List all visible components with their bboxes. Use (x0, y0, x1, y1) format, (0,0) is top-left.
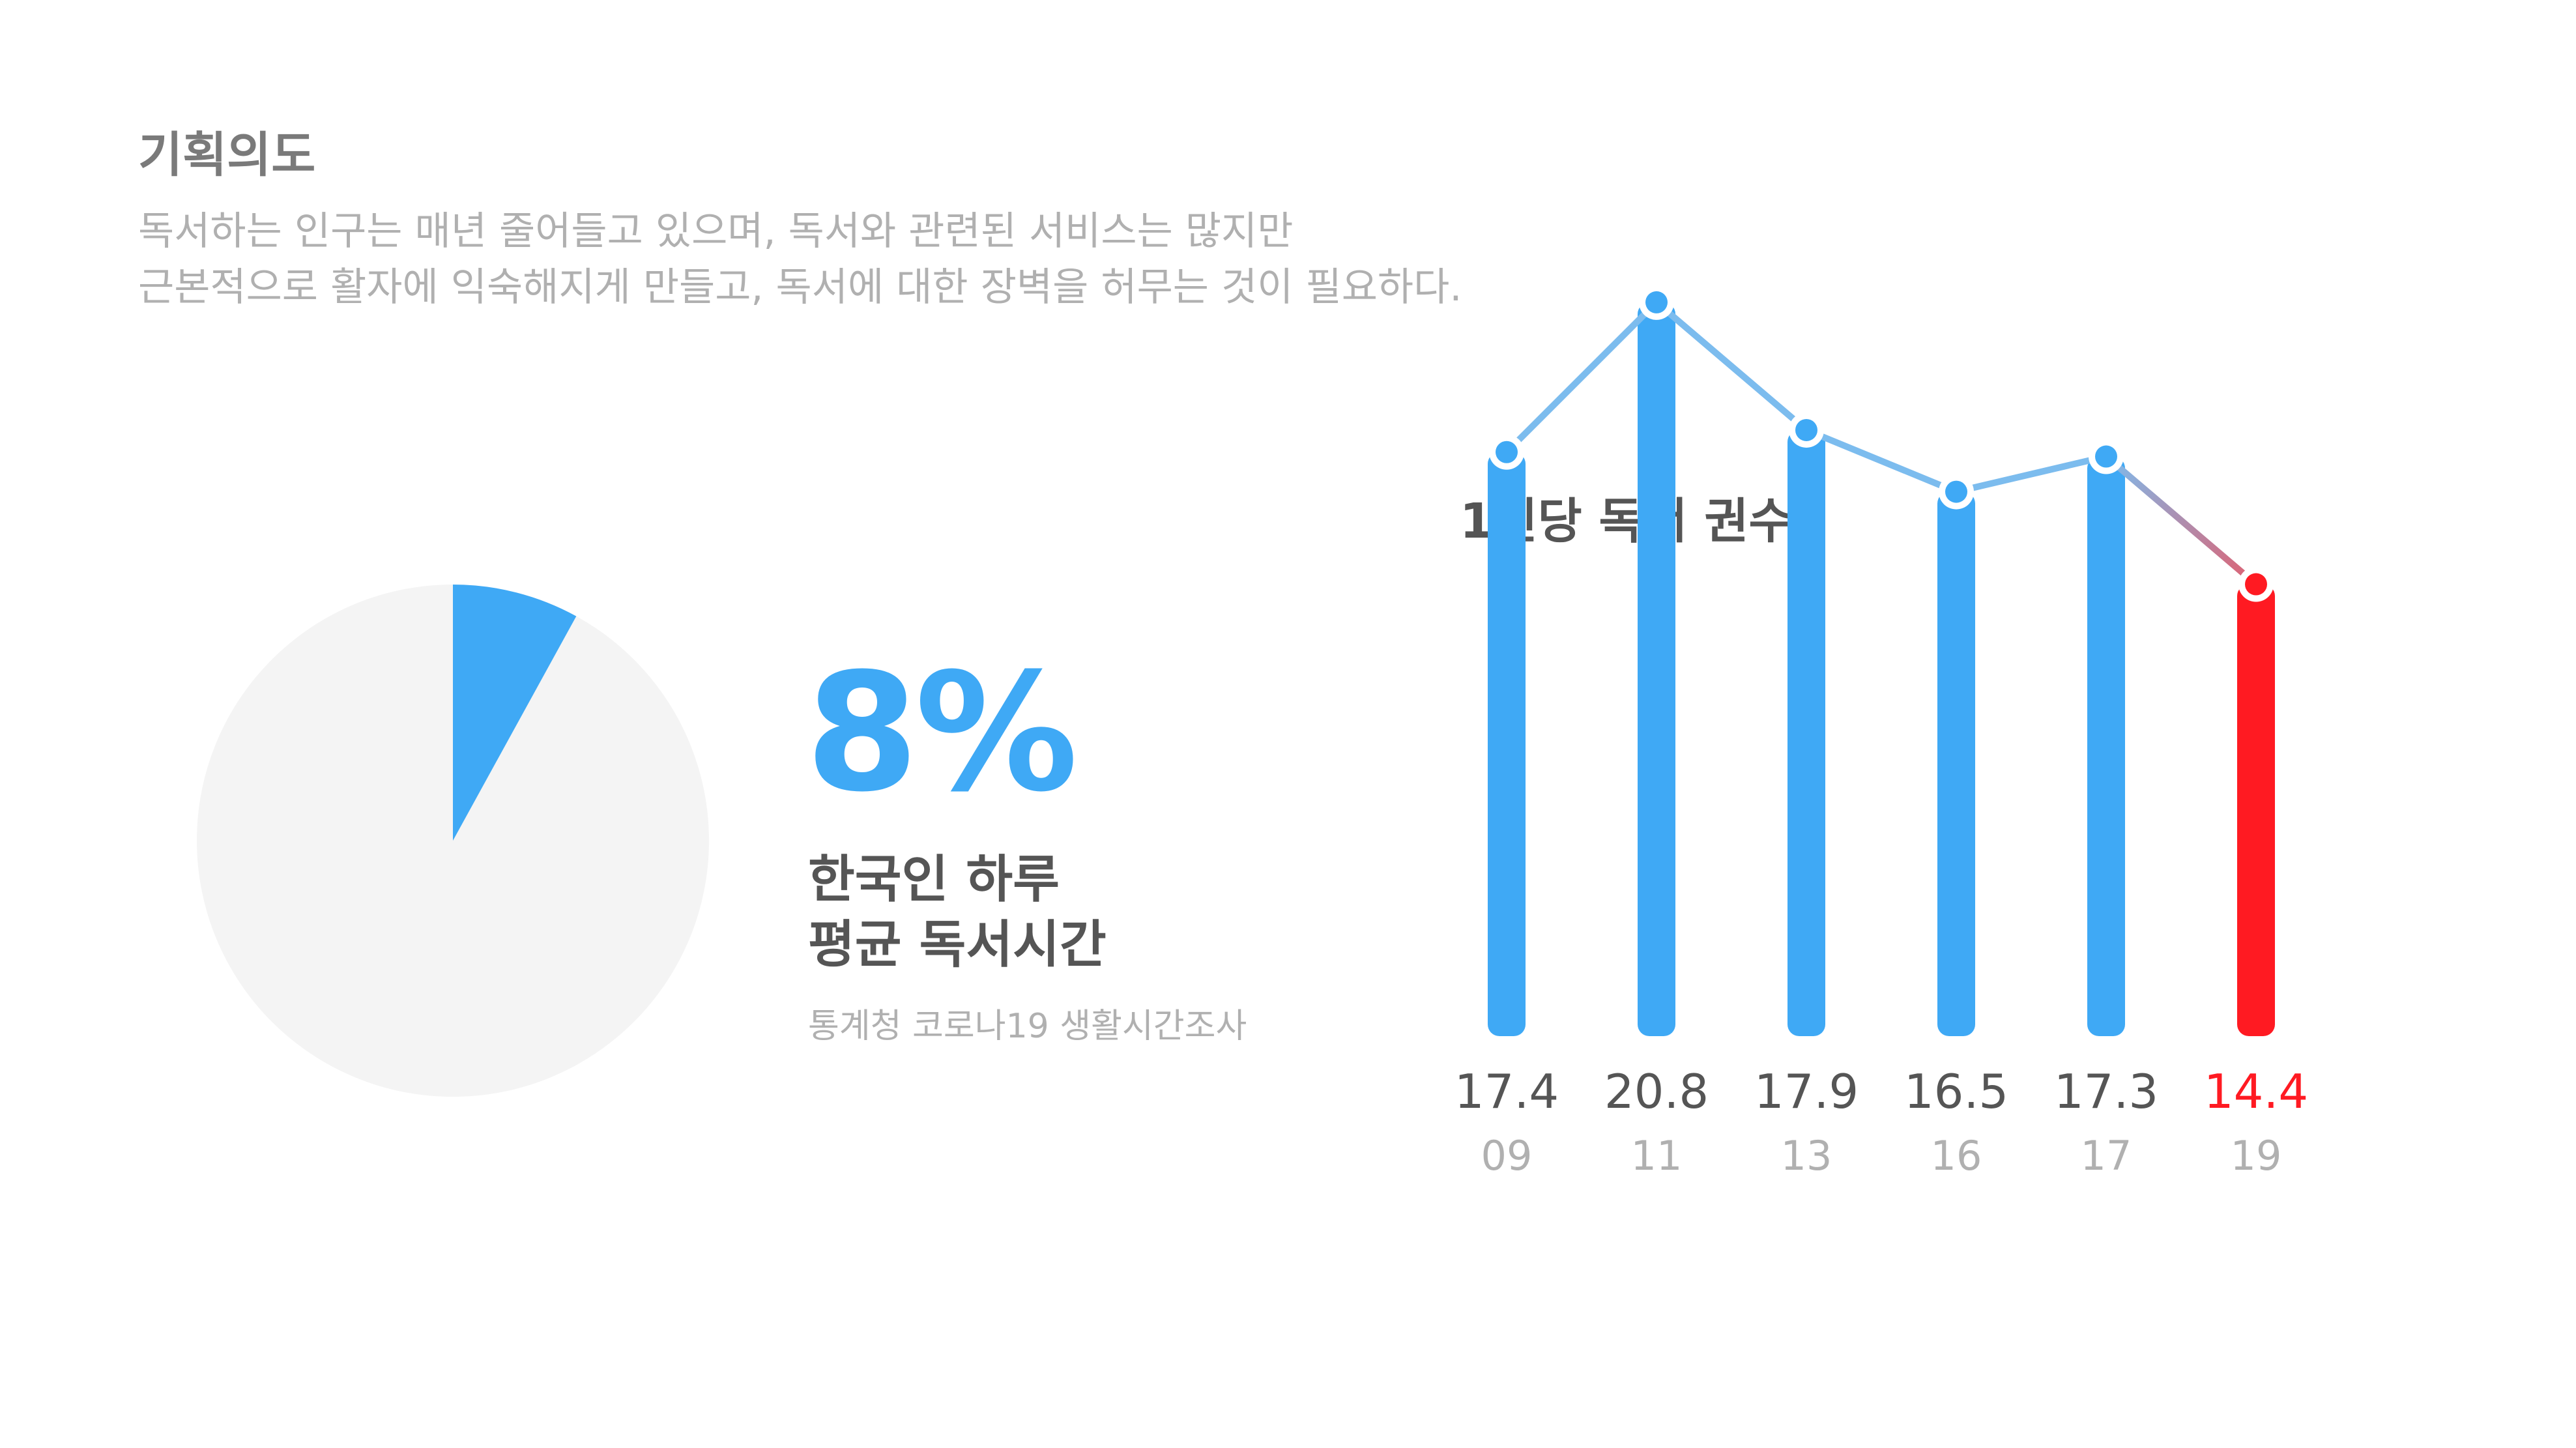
point-marker-19 (2245, 573, 2267, 596)
bar-16 (1937, 491, 1975, 1036)
stat-source: 통계청 코로나19 생활시간조사 (808, 1007, 1247, 1046)
point-marker-16 (1945, 480, 1967, 503)
trend-line-segment (1803, 426, 1960, 495)
value-label-11: 20.8 (1604, 1064, 1709, 1119)
category-label-19: 19 (2231, 1132, 2282, 1180)
bar-11 (1638, 302, 1675, 1036)
intro-line-1: 독서하는 인구는 매년 줄어들고 있으며, 독서와 관련된 서비스는 많지만 (138, 209, 1294, 254)
trend-line-segment (1503, 298, 1660, 456)
category-label-13: 13 (1781, 1132, 1832, 1180)
bar-09 (1488, 452, 1526, 1036)
point-marker-09 (1496, 441, 1518, 463)
intro-text: 독서하는 인구는 매년 줄어들고 있으며, 독서와 관련된 서비스는 많지만 근… (138, 203, 1462, 315)
bar-17 (2087, 456, 2125, 1036)
point-marker-17 (2095, 445, 2117, 468)
value-label-09: 17.4 (1454, 1064, 1559, 1119)
category-label-17: 17 (2081, 1132, 2132, 1180)
value-label-16: 16.5 (1904, 1064, 2008, 1119)
trend-line-segment (1953, 453, 2109, 495)
value-label-13: 17.9 (1754, 1064, 1859, 1119)
trend-line-segment (2103, 453, 2259, 588)
stat-label-line-1: 한국인 하루 (808, 850, 1060, 909)
value-label-19: 14.4 (2204, 1064, 2308, 1119)
point-marker-13 (1795, 418, 1817, 441)
category-label-09: 09 (1481, 1132, 1533, 1180)
category-label-16: 16 (1931, 1132, 1982, 1180)
stat-label: 한국인 하루 평균 독서시간 (808, 847, 1107, 977)
category-label-11: 11 (1631, 1132, 1683, 1180)
bar-13 (1787, 429, 1825, 1036)
reading-time-pie-chart (197, 585, 709, 1097)
page-heading: 기획의도 (138, 127, 316, 183)
stat-label-line-2: 평균 독서시간 (808, 916, 1107, 974)
pie-slice-reading-time (453, 585, 577, 841)
bar-19 (2237, 584, 2275, 1036)
value-label-17: 17.3 (2054, 1064, 2158, 1119)
intro-line-2: 근본적으로 활자에 익숙해지게 만들고, 독서에 대한 장벽을 허무는 것이 필… (138, 265, 1462, 310)
point-marker-11 (1645, 291, 1668, 313)
stat-percentage: 8% (805, 638, 1078, 828)
trend-line-segment (1653, 298, 1810, 433)
